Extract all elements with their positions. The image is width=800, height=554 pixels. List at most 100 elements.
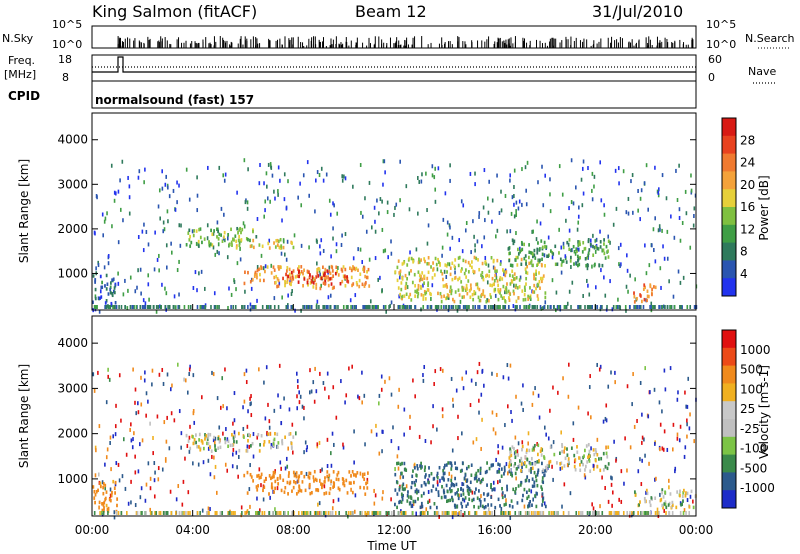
echo-cell [540,453,543,457]
echo-cell [315,478,318,483]
echo-cell [663,502,666,506]
echo-cell [322,305,325,309]
echo-cell [360,210,362,215]
echo-cell [255,485,258,489]
echo-cell [137,235,140,240]
echo-cell [521,498,524,503]
echo-cell [237,454,240,459]
echo-cell [653,285,655,289]
echo-cell [606,466,609,471]
echo-cell [427,281,430,285]
echo-cell [297,479,300,483]
echo-cell [535,478,538,483]
echo-cell [541,164,543,169]
echo-cell [159,511,162,515]
echo-cell [204,305,206,309]
echo-cell [234,434,236,438]
echo-cell [443,495,446,499]
echo-cell [681,502,683,507]
echo-cell [104,486,107,491]
echo-cell [636,296,638,301]
echo-cell [381,199,383,204]
power-ytick-label: 3000 [57,177,88,191]
echo-cell [457,288,460,292]
echo-cell [319,286,322,291]
echo-cell [571,280,574,285]
echo-cell [217,237,220,241]
echo-cell [526,264,529,269]
echo-cell [146,305,149,309]
echo-cell [671,503,674,507]
echo-cell [216,249,219,254]
echo-cell [471,265,473,270]
nsky-bar [645,37,647,48]
nsky-bar [481,40,483,48]
echo-cell [182,479,185,484]
echo-cell [634,277,636,282]
echo-cell [558,305,560,309]
echo-cell [144,301,147,306]
echo-cell [139,442,141,447]
echo-cell [374,256,377,261]
echo-cell [342,477,345,482]
echo-cell [535,237,538,242]
echo-cell [442,277,444,282]
echo-cell [594,249,597,254]
velocity-ytick-label: 2000 [57,427,88,441]
nsky-bar [222,39,224,48]
echo-cell [197,462,200,467]
echo-cell [433,511,436,515]
echo-cell [185,433,188,438]
echo-cell [566,463,569,468]
echo-cell [397,404,400,409]
nsky-bar [292,37,294,48]
echo-cell [263,181,265,186]
echo-cell [539,286,541,290]
echo-cell [322,265,324,270]
echo-cell [112,277,115,281]
nsky-bar [659,40,661,48]
echo-cell [637,208,639,213]
echo-cell [292,470,295,475]
echo-cell [307,283,309,287]
echo-cell [161,282,163,287]
echo-cell [408,207,411,212]
echo-cell [219,445,222,450]
echo-cell [363,305,366,309]
nsky-bar [161,41,163,48]
echo-cell [427,283,429,288]
echo-cell [110,467,112,472]
echo-cell [506,484,508,489]
echo-cell [484,255,487,260]
echo-cell [306,160,309,165]
echo-cell [149,511,152,515]
echo-cell [282,245,285,250]
velocity-colorbar-tick: -100 [740,442,767,456]
echo-cell [428,498,431,503]
echo-cell [347,305,349,309]
echo-cell [296,371,298,376]
echo-cell [480,292,483,297]
echo-cell [278,511,280,515]
echo-cell [641,440,643,445]
echo-cell [286,239,289,244]
freq-tick-bottom: 8 [62,71,69,84]
echo-cell [289,276,292,281]
echo-cell [422,378,425,383]
nsky-bar [630,42,632,48]
echo-cell [269,431,272,436]
echo-cell [207,165,209,170]
freq-unit: [MHz] [4,68,36,81]
echo-cell [162,381,165,386]
echo-cell [107,254,110,259]
nsky-bar [134,38,136,48]
nsky-bar [488,36,490,48]
echo-cell [250,277,253,282]
velocity-colorbar-tick: -500 [740,461,767,475]
echo-cell [203,237,206,241]
echo-cell [117,462,120,467]
echo-cell [292,485,295,490]
echo-cell [213,229,216,233]
echo-cell [328,491,331,496]
echo-cell [593,174,596,179]
